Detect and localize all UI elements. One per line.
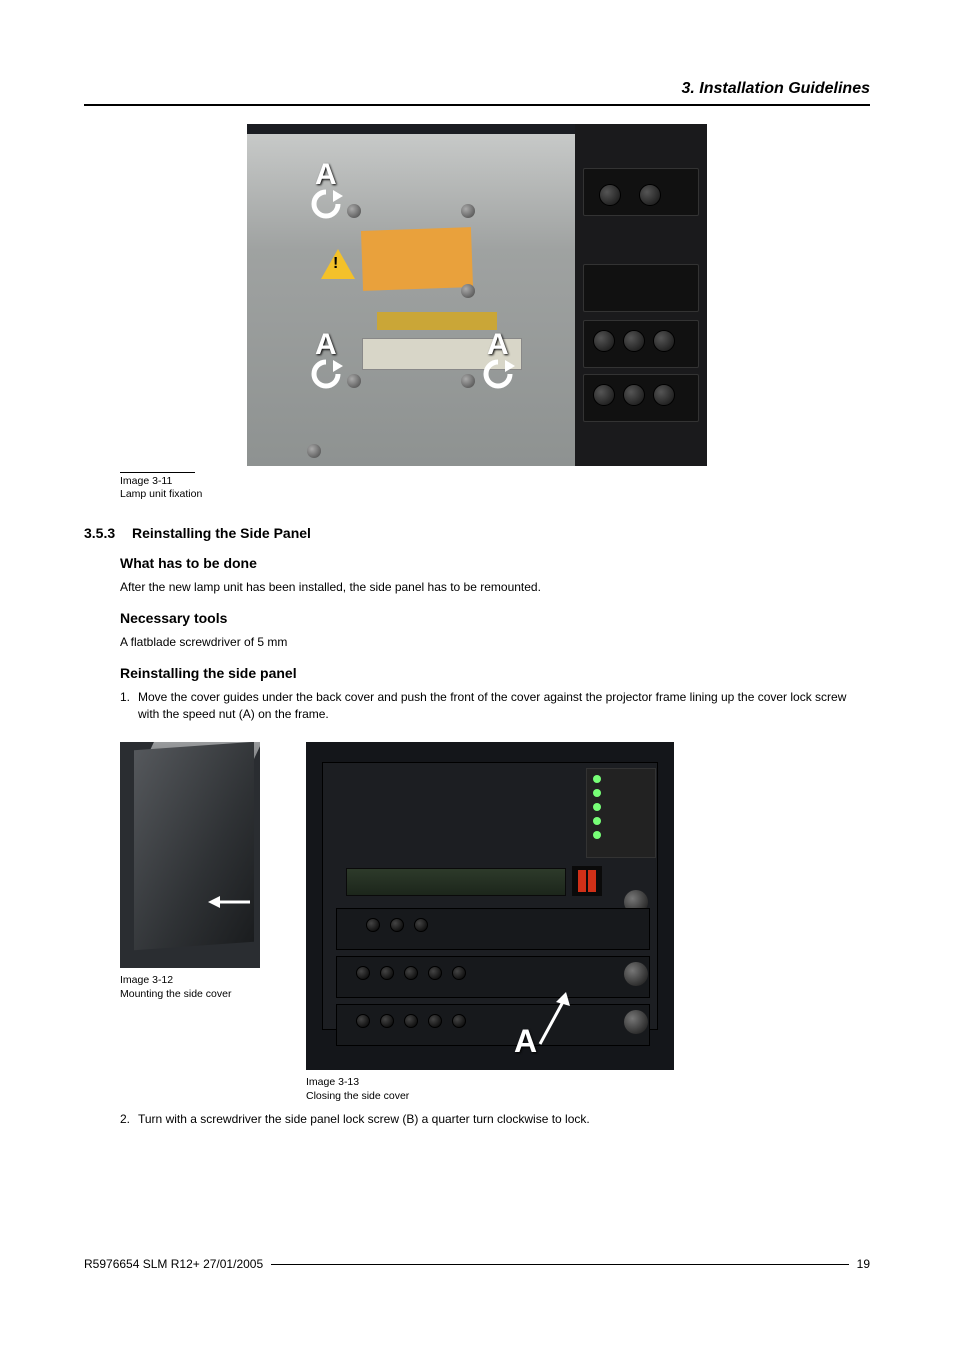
figure-3-13-caption: Image 3-13 Closing the side cover xyxy=(306,1076,674,1102)
bnc-connector-icon xyxy=(653,330,675,352)
footer-rule xyxy=(271,1264,849,1265)
figure-3-11-caption: Image 3-11 Lamp unit fixation xyxy=(120,475,870,501)
section-number: 3.5.3 xyxy=(84,525,132,541)
rotation-arrow-icon xyxy=(309,186,343,226)
fig311-yellow-strip xyxy=(377,312,497,330)
fig311-metal-plate xyxy=(247,134,602,466)
figure-3-13: A Image 3-13 Closing the side cover xyxy=(306,742,674,1102)
step-text: Turn with a screwdriver the side panel l… xyxy=(138,1111,590,1128)
step-number: 1. xyxy=(120,689,138,723)
screw-icon xyxy=(461,284,475,298)
bnc-connector-icon xyxy=(623,384,645,406)
lcd-display xyxy=(346,868,566,896)
led-icon xyxy=(593,775,601,783)
step-number: 2. xyxy=(120,1111,138,1128)
seven-segment-display xyxy=(572,866,602,896)
fig311-connector-panel xyxy=(575,124,707,466)
rotation-arrow-icon xyxy=(481,356,515,396)
screw-icon xyxy=(307,444,321,458)
screw-icon xyxy=(347,374,361,388)
led-panel xyxy=(586,768,656,858)
footer-page-number: 19 xyxy=(857,1257,870,1271)
xlr-connector-icon xyxy=(599,184,621,206)
module-slot xyxy=(336,908,650,950)
fig311-yellow-label xyxy=(361,227,473,291)
step-item: 1. Move the cover guides under the back … xyxy=(120,689,870,723)
figure-3-12-image xyxy=(120,742,260,968)
footer-doc-id: R5976654 SLM R12+ 27/01/2005 xyxy=(84,1257,263,1271)
page-footer: R5976654 SLM R12+ 27/01/2005 19 xyxy=(84,1257,870,1271)
bnc-connector-icon xyxy=(593,330,615,352)
xlr-connector-icon xyxy=(639,184,661,206)
bnc-connector-icon xyxy=(623,330,645,352)
screw-icon xyxy=(461,204,475,218)
subheading-tools: Necessary tools xyxy=(120,610,870,626)
projector-body xyxy=(134,742,254,950)
pointer-arrow-icon xyxy=(536,988,570,1048)
subheading-what: What has to be done xyxy=(120,555,870,571)
caption-rule xyxy=(120,472,195,473)
section-title: Reinstalling the Side Panel xyxy=(132,525,311,541)
step-text: Move the cover guides under the back cov… xyxy=(138,689,870,723)
rotation-arrow-icon xyxy=(309,356,343,396)
step-item: 2. Turn with a screwdriver the side pane… xyxy=(120,1111,870,1128)
screw-icon xyxy=(347,204,361,218)
subheading-reinstall: Reinstalling the side panel xyxy=(120,665,870,681)
caption-description: Mounting the side cover xyxy=(120,988,231,1000)
direction-arrow-icon xyxy=(208,892,252,912)
callout-marker-a: A xyxy=(514,1023,537,1060)
panel-row xyxy=(583,264,699,312)
section-heading: 3.5.3Reinstalling the Side Panel xyxy=(84,525,870,541)
caption-description: Lamp unit fixation xyxy=(120,488,870,501)
led-icon xyxy=(593,803,601,811)
bnc-connector-icon xyxy=(653,384,675,406)
paragraph: After the new lamp unit has been install… xyxy=(120,579,870,596)
led-icon xyxy=(593,831,601,839)
figure-3-11: A A A xyxy=(247,124,707,466)
header-rule xyxy=(84,104,870,106)
figure-3-12: Image 3-12 Mounting the side cover xyxy=(120,742,260,1000)
bnc-connector-icon xyxy=(593,384,615,406)
figure-3-12-caption: Image 3-12 Mounting the side cover xyxy=(120,974,260,1000)
caption-description: Closing the side cover xyxy=(306,1090,409,1102)
caption-number: Image 3-13 xyxy=(306,1076,359,1088)
caption-number: Image 3-12 xyxy=(120,974,173,986)
led-icon xyxy=(593,789,601,797)
caption-number: Image 3-11 xyxy=(120,475,870,488)
screw-icon xyxy=(461,374,475,388)
led-icon xyxy=(593,817,601,825)
paragraph: A flatblade screwdriver of 5 mm xyxy=(120,634,870,651)
figure-3-13-image: A xyxy=(306,742,674,1070)
chapter-title: 3. Installation Guidelines xyxy=(84,80,870,98)
